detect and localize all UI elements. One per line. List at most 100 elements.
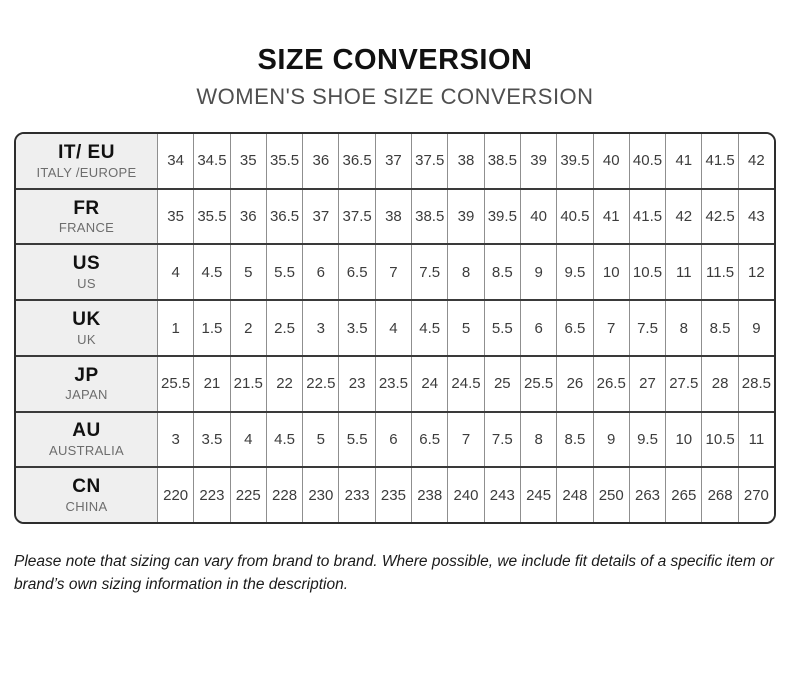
size-cell: 40 (519, 189, 557, 244)
size-cell: 10.5 (628, 245, 666, 300)
size-cell: 5 (302, 412, 339, 467)
size-cell: 7.5 (628, 301, 666, 355)
size-cell: 38 (374, 189, 412, 244)
size-cell: 8.5 (483, 245, 520, 300)
row-header-region: UK (77, 331, 96, 347)
size-cell: 39.5 (483, 189, 520, 244)
size-cell: 6 (302, 245, 339, 300)
size-cell: 42.5 (701, 189, 738, 244)
size-cell: 36.5 (338, 134, 375, 188)
size-cell: 248 (556, 468, 593, 522)
size-cell: 4 (374, 301, 412, 355)
size-cell: 2.5 (265, 301, 303, 355)
size-cell: 25.5 (157, 356, 194, 411)
size-cell: 24.5 (447, 356, 484, 411)
footer-note: Please note that sizing can vary from br… (14, 553, 774, 594)
row-header: IT/ EU ITALY /EUROPE (16, 134, 157, 188)
size-cell: 34.5 (193, 134, 230, 188)
size-cell: 42 (665, 189, 702, 244)
size-cell: 12 (737, 245, 774, 300)
row-header: JP JAPAN (16, 356, 157, 411)
size-cell: 220 (157, 468, 194, 522)
size-cell: 3 (157, 412, 194, 467)
size-cell: 230 (302, 468, 339, 522)
size-cell: 250 (592, 468, 629, 522)
size-cell: 9 (519, 245, 557, 300)
size-cell: 35 (229, 134, 266, 188)
size-cell: 228 (265, 468, 303, 522)
table-row: CN CHINA 220 223 225 228 230 233 235 238 240 243 245… (16, 468, 774, 522)
size-cell: 25.5 (519, 356, 557, 411)
size-cell: 36.5 (265, 189, 303, 244)
row-header-code: FR (73, 197, 100, 219)
size-cell: 27.5 (665, 356, 702, 411)
size-cell: 1 (157, 301, 194, 355)
size-cell: 8 (447, 245, 484, 300)
size-cell: 4.5 (411, 301, 448, 355)
size-cell: 40 (592, 134, 629, 188)
size-cell: 243 (483, 468, 520, 522)
size-cell: 235 (374, 468, 412, 522)
size-cell: 39 (519, 134, 557, 188)
page-title: SIZE CONVERSION (257, 44, 533, 76)
size-cell: 37.5 (411, 134, 448, 188)
table-row: UK UK 1 1.5 2 2.5 3 3.5 4 4.5 5 5.5 6 6.5 7 7.5 8 8.5 9 (16, 301, 774, 357)
size-cell: 268 (701, 468, 738, 522)
row-header-region: AUSTRALIA (49, 443, 124, 459)
size-cell: 42 (737, 134, 774, 188)
size-cell: 37 (302, 189, 339, 244)
size-cell: 24 (411, 356, 448, 411)
size-cell: 270 (737, 468, 774, 522)
size-cell: 5.5 (338, 412, 375, 467)
row-header-code: JP (74, 364, 99, 386)
size-conversion-page: SIZE CONVERSION WOMEN'S SHOE SIZE CONVER… (0, 44, 790, 675)
size-cell: 7.5 (483, 412, 520, 467)
size-cell: 263 (628, 468, 666, 522)
size-cell: 28 (701, 356, 738, 411)
size-cell: 1.5 (193, 301, 230, 355)
size-cell: 8.5 (556, 412, 593, 467)
size-cell: 240 (447, 468, 484, 522)
size-cell: 37.5 (338, 189, 375, 244)
size-cell: 21.5 (229, 356, 266, 411)
size-cell: 7 (374, 245, 412, 300)
size-cell: 5.5 (483, 301, 520, 355)
size-cell: 40.5 (556, 189, 593, 244)
table-row: FR FRANCE 35 35.5 36 36.5 37 37.5 38 38.5 39 39.5 40… (16, 189, 774, 246)
size-cell: 3.5 (193, 412, 230, 467)
size-cell: 6 (374, 412, 412, 467)
size-cell: 4 (229, 412, 266, 467)
size-cell: 11.5 (701, 245, 738, 300)
size-cell: 26 (556, 356, 593, 411)
size-cell: 10 (665, 412, 702, 467)
size-cell: 11 (665, 245, 702, 300)
size-cell: 6.5 (338, 245, 375, 300)
row-header-region: ITALY /EUROPE (36, 164, 137, 180)
size-cell: 8.5 (701, 301, 738, 355)
row-header-region: FRANCE (58, 220, 115, 236)
row-header-region: US (77, 276, 96, 292)
size-cell: 6.5 (556, 301, 593, 355)
size-cell: 7 (592, 301, 629, 355)
size-cell: 9.5 (628, 412, 666, 467)
size-cell: 9 (592, 412, 629, 467)
size-cell: 22 (265, 356, 303, 411)
size-cell: 36 (302, 134, 339, 188)
size-cell: 35 (157, 189, 194, 244)
row-header: FR FRANCE (16, 189, 157, 244)
size-cell: 23 (338, 356, 375, 411)
size-cell: 10 (592, 245, 629, 300)
size-cell: 11 (737, 412, 774, 467)
row-header: UK UK (16, 301, 157, 355)
size-cell: 35.5 (265, 134, 303, 188)
size-cell: 7 (447, 412, 484, 467)
size-cell: 2 (229, 301, 266, 355)
size-cell: 37 (374, 134, 412, 188)
size-cell: 9.5 (556, 245, 593, 300)
size-cell: 35.5 (193, 189, 230, 244)
size-cell: 36 (229, 189, 266, 244)
size-cell: 41.5 (701, 134, 738, 188)
size-cell: 10.5 (701, 412, 738, 467)
size-cell: 238 (411, 468, 448, 522)
size-cell: 4 (157, 245, 194, 300)
